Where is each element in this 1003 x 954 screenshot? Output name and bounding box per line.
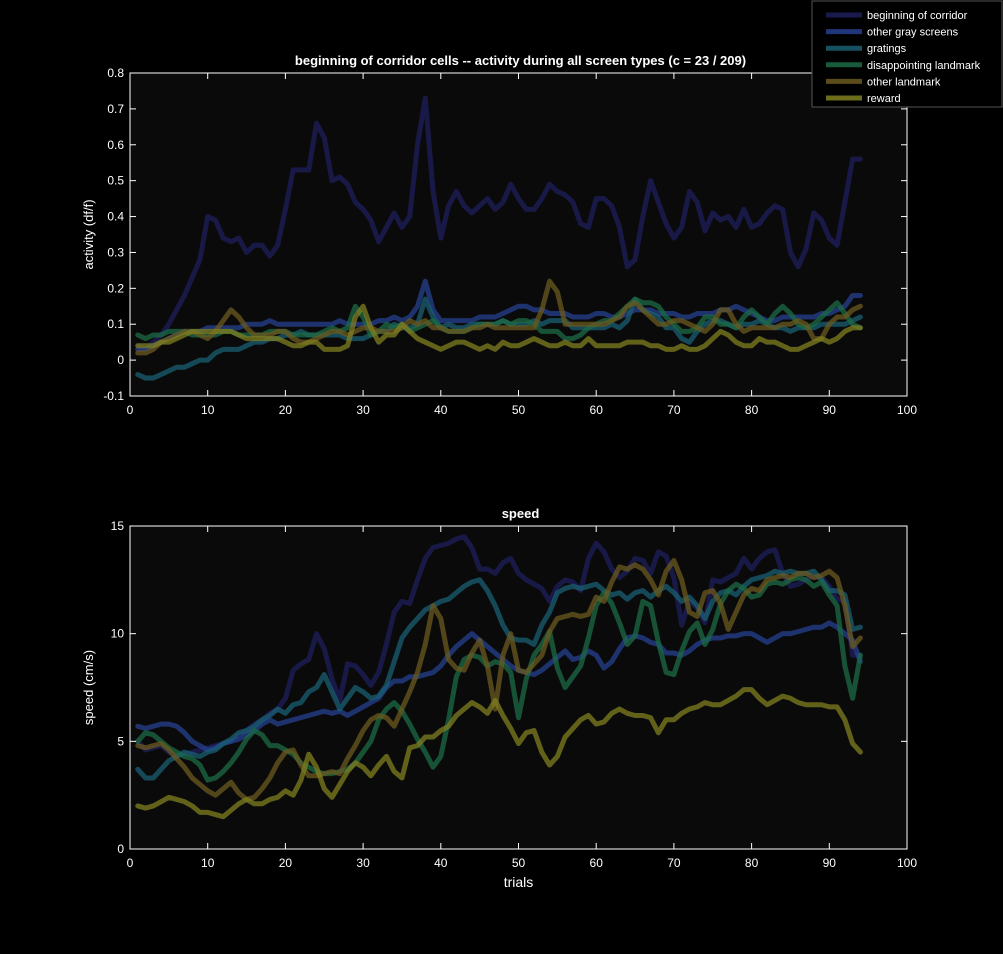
y-tick-label: 5	[117, 734, 124, 748]
legend-entry-beginning-of-corridor: beginning of corridor	[826, 10, 968, 22]
x-tick-label: 80	[745, 403, 759, 417]
x-tick-label: 70	[667, 403, 681, 417]
x-tick-label: 30	[356, 856, 370, 870]
y-tick-label: 0.1	[107, 317, 124, 331]
x-tick-label: 100	[897, 856, 917, 870]
x-axis-label: trials	[504, 874, 534, 890]
series-line-reward	[135, 303, 863, 352]
x-tick-label: 0	[127, 856, 134, 870]
y-axis-label: speed (cm/s)	[81, 650, 96, 725]
x-tick-label: 0	[127, 403, 134, 417]
x-tick-label: 30	[356, 403, 370, 417]
x-tick-label: 100	[897, 403, 917, 417]
y-tick-label: 0.3	[107, 245, 124, 259]
y-tick-label: 0.4	[107, 210, 124, 224]
y-tick-label: 0.2	[107, 281, 124, 295]
x-tick-label: 10	[201, 856, 215, 870]
y-tick-label: 0.5	[107, 174, 124, 188]
y-tick-label: -0.1	[103, 389, 124, 403]
y-axis-label: activity (df/f)	[81, 199, 96, 269]
legend-label: disappointing landmark	[867, 60, 981, 72]
legend-box	[811, 0, 1003, 108]
x-tick-label: 40	[434, 856, 448, 870]
y-tick-label: 0	[117, 842, 124, 856]
legend-entry-reward: reward	[826, 93, 901, 105]
legend: beginning of corridor other gray screens g…	[811, 0, 1003, 108]
legend-entry-disappointing-landmark: disappointing landmark	[826, 60, 981, 72]
x-tick-label: 50	[512, 856, 526, 870]
legend-entry-gratings: gratings	[826, 43, 907, 55]
x-tick-label: 60	[590, 403, 604, 417]
y-tick-label: 10	[111, 627, 125, 641]
y-tick-label: 0.6	[107, 138, 124, 152]
x-tick-label: 10	[201, 403, 215, 417]
speed-chart: 0 10 20 30 40 50 60 70 80 90 100 0 5 10 15 speed trials s…	[81, 506, 917, 890]
legend-label: beginning of corridor	[867, 10, 968, 22]
x-tick-label: 70	[667, 856, 681, 870]
legend-entry-other-gray-screens: other gray screens	[826, 27, 959, 39]
x-tick-label: 20	[279, 856, 293, 870]
y-tick-label: 15	[111, 519, 125, 533]
chart-title: beginning of corridor cells -- activity …	[295, 53, 746, 68]
x-tick-label: 20	[279, 403, 293, 417]
series-line-beginning-of-corridor	[135, 95, 863, 352]
series-line-reward	[135, 687, 863, 820]
legend-label: other landmark	[867, 76, 941, 88]
legend-label: other gray screens	[867, 27, 959, 39]
y-tick-label: 0.7	[107, 102, 124, 116]
series-line-other-landmark	[135, 278, 863, 356]
x-tick-label: 50	[512, 403, 526, 417]
series-line-disappointing-landmark	[135, 575, 863, 783]
series-line-other-landmark	[135, 557, 863, 802]
x-tick-label: 90	[823, 856, 837, 870]
legend-label: reward	[867, 93, 901, 105]
series-line-gratings	[135, 568, 863, 781]
y-tick-label: 0	[117, 353, 124, 367]
x-tick-label: 40	[434, 403, 448, 417]
x-tick-label: 80	[745, 856, 759, 870]
x-tick-label: 60	[590, 856, 604, 870]
y-tick-label: 0.8	[107, 66, 124, 80]
chart-title: speed	[502, 506, 540, 521]
x-tick-label: 90	[823, 403, 837, 417]
legend-label: gratings	[867, 43, 907, 55]
series-line-other-gray-screens	[135, 278, 863, 352]
activity-chart: 0 10 20 30 40 50 60 70 80 90 100-0.100.10.20.30.40…	[81, 53, 917, 417]
series-line-other-gray-screens	[135, 620, 863, 753]
legend-entry-other-landmark: other landmark	[826, 76, 941, 88]
